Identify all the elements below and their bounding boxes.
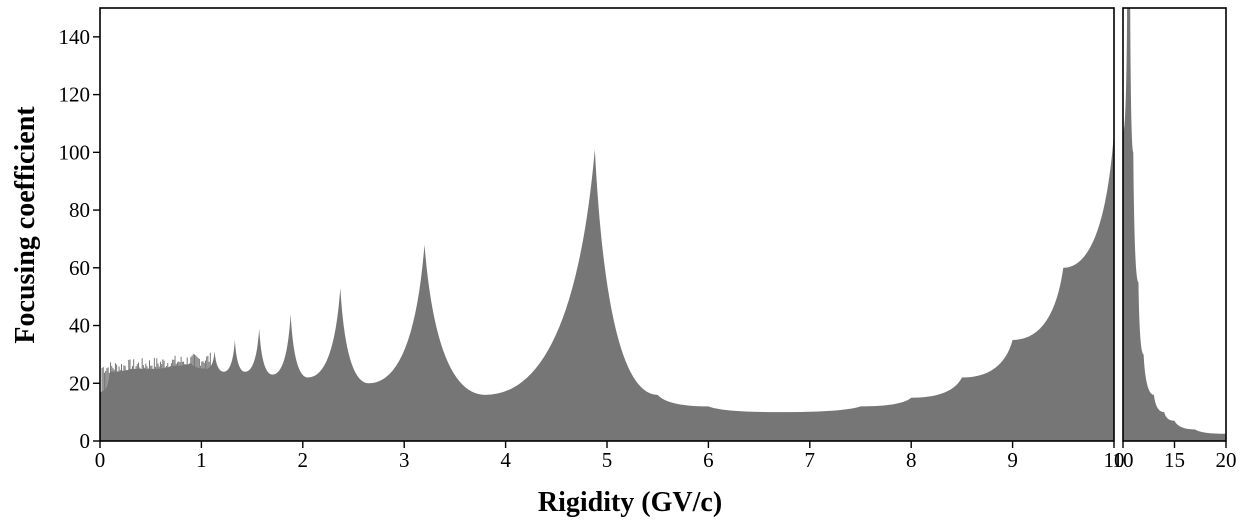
y-axis-label: Focusing coefficient [10,106,41,344]
y-tick-label: 120 [59,83,91,107]
y-tick-label: 60 [69,256,90,280]
x-tick-label: 7 [805,448,816,472]
y-tick-label: 140 [59,25,91,49]
low-rigidity-noise [101,352,211,392]
x-tick-label: 15 [1164,448,1185,472]
x-tick-label: 2 [298,448,309,472]
x-axis-label: Rigidity (GV/c) [538,487,722,518]
y-tick-label: 20 [69,371,90,395]
x-tick-label: 9 [1007,448,1018,472]
x-tick-label: 6 [703,448,714,472]
x-tick-label: 10 [1113,448,1134,472]
x-tick-label: 8 [906,448,917,472]
y-axis-ticks: 0 20 40 60 80 100 120 140 [59,25,100,453]
focusing-area-inset [1123,8,1226,441]
x-tick-label: 20 [1216,448,1237,472]
x-tick-label: 3 [399,448,410,472]
x-tick-label: 0 [95,448,106,472]
y-tick-label: 40 [69,314,90,338]
x-tick-label: 1 [196,448,207,472]
y-tick-label: 100 [59,140,91,164]
x-tick-label: 5 [602,448,613,472]
y-tick-label: 0 [80,429,91,453]
focusing-area-main [100,132,1114,442]
x-tick-label: 4 [500,448,511,472]
y-tick-label: 80 [69,198,90,222]
x-tick-label: 10 [1104,448,1125,472]
